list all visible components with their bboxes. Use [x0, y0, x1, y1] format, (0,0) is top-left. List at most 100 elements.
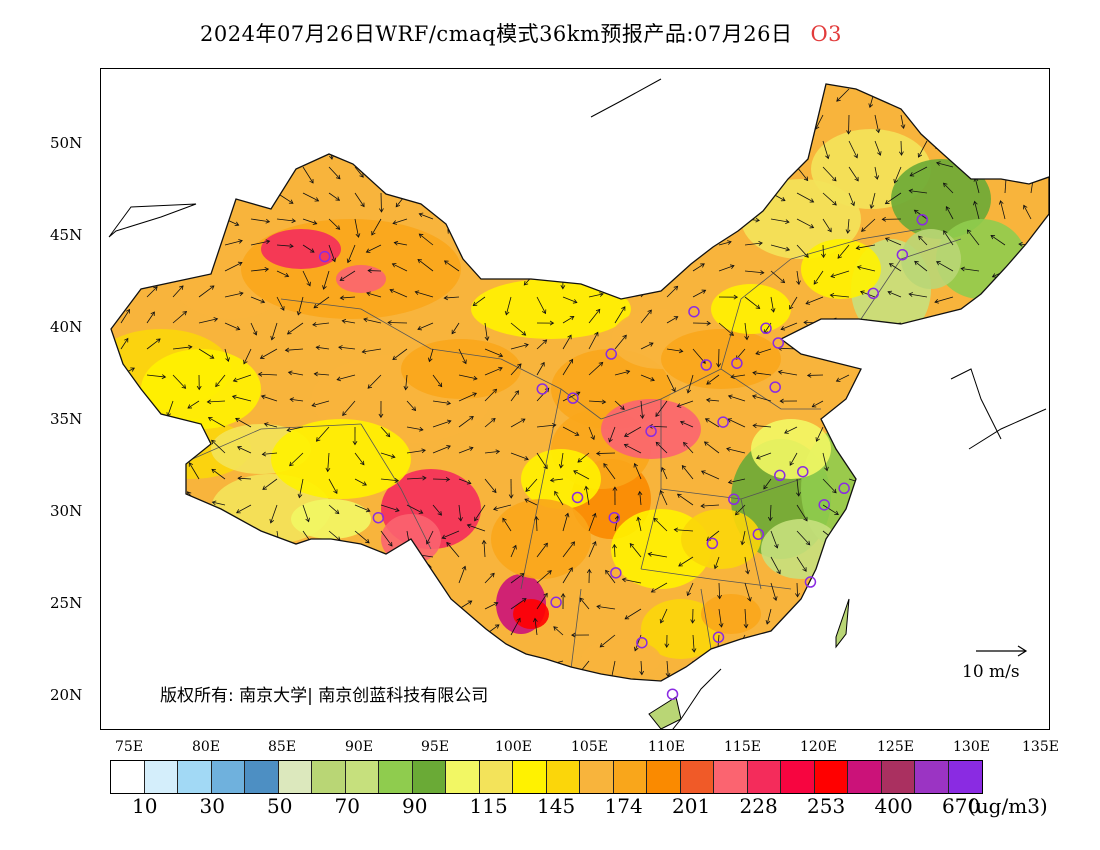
wind-arrowhead-530 — [755, 454, 761, 460]
wind-arrowhead-531 — [789, 461, 794, 466]
wind-arrow-690 — [250, 582, 256, 601]
wind-arrowhead-489 — [623, 432, 629, 437]
wind-arrow-789 — [952, 626, 969, 636]
wind-arrow-854 — [763, 670, 772, 681]
color-bar-label-115: 115 — [469, 794, 508, 818]
wind-arrowhead-412 — [517, 363, 522, 368]
wind-arrow-468 — [1030, 392, 1041, 402]
wind-arrow-732 — [406, 590, 410, 610]
northern-coast — [590, 78, 662, 118]
wind-arrowhead-614 — [144, 511, 150, 517]
wind-arrow-402 — [233, 374, 252, 382]
wind-arrow-471 — [160, 426, 174, 430]
wind-arrow-126 — [562, 155, 570, 168]
station-marker-17 — [818, 499, 830, 511]
wind-arrowhead-844 — [496, 684, 500, 688]
wind-arrowhead-868 — [188, 716, 192, 720]
wind-arrow-709 — [744, 582, 751, 602]
wind-arrow-560 — [603, 463, 616, 480]
wind-arrow-592 — [493, 504, 512, 510]
wind-arrow-868 — [188, 713, 199, 720]
wind-arrow-294 — [250, 296, 265, 303]
wind-arrowhead-309 — [649, 282, 654, 288]
wind-arrowhead-795 — [172, 676, 178, 681]
wind-arrowhead-744 — [718, 623, 724, 628]
wind-arrow-891 — [797, 699, 807, 713]
color-swatch-11 — [446, 761, 480, 793]
indochina-coast — [672, 668, 722, 729]
wind-arrow-563 — [681, 465, 694, 480]
wind-arrowhead-471 — [159, 426, 165, 431]
wind-arrowhead-835 — [264, 672, 270, 677]
wind-arrowhead-787 — [911, 625, 916, 630]
wind-arrowhead-337 — [417, 325, 422, 331]
wind-arrow-209 — [847, 218, 850, 234]
wind-arrow-848 — [615, 687, 618, 702]
wind-arrow-266 — [444, 260, 460, 272]
wind-arrowhead-116 — [309, 178, 314, 184]
wind-arrowhead-352 — [803, 320, 808, 325]
wind-arrowhead-881 — [535, 727, 539, 730]
wind-arrow-853 — [732, 680, 746, 681]
wind-arrowhead-100 — [825, 154, 830, 160]
wind-arrowhead-679 — [883, 558, 889, 564]
wind-arrow-888 — [708, 708, 719, 713]
province-boundary-1 — [280, 298, 502, 360]
wind-arrow-495 — [784, 426, 798, 434]
wind-arrow-83 — [380, 140, 388, 155]
wind-arrowhead-342 — [569, 316, 575, 321]
wind-arrow-163 — [584, 174, 590, 194]
color-swatch-18 — [680, 761, 714, 793]
wind-arrow-56 — [614, 104, 628, 116]
concentration-patch-33 — [601, 399, 701, 459]
wind-arrow-581 — [212, 501, 226, 506]
wind-arrowhead-112 — [180, 159, 186, 165]
wind-arrowhead-857 — [856, 678, 862, 681]
wind-arrow-609 — [950, 504, 954, 519]
wind-arrowhead-847 — [588, 702, 592, 706]
wind-arrowhead-275 — [700, 263, 705, 268]
wind-arrow-492 — [705, 418, 720, 428]
wind-arrowhead-882 — [566, 727, 570, 730]
wind-arrowhead-717 — [958, 566, 964, 572]
wind-arrow-422 — [752, 372, 772, 376]
wind-arrow-827 — [993, 646, 1006, 662]
wind-arrowhead-553 — [445, 477, 451, 482]
wind-arrow-568 — [822, 478, 837, 494]
wind-arrowhead-391 — [888, 359, 894, 365]
wind-arrow-92 — [614, 127, 629, 142]
color-bar-label-253: 253 — [807, 794, 846, 818]
wind-arrowhead-122 — [445, 165, 450, 170]
wind-arrow-1 — [120, 84, 125, 90]
wind-arrowhead-194 — [447, 203, 452, 209]
wind-arrowhead-557 — [525, 487, 530, 492]
wind-arrow-428 — [926, 374, 940, 385]
wind-arrow-823 — [900, 653, 919, 662]
wind-arrow-483 — [484, 418, 496, 428]
wind-arrow-844 — [496, 685, 511, 687]
wind-arrowhead-164 — [602, 179, 608, 184]
wind-arrow-787 — [900, 625, 916, 636]
wind-arrow-249 — [943, 230, 954, 246]
wind-arrow-635 — [674, 529, 694, 532]
wind-arrowhead-259 — [284, 272, 290, 278]
wind-arrowhead-611 — [985, 501, 991, 507]
wind-arrow-102 — [874, 140, 881, 156]
wind-arrowhead-826 — [977, 644, 982, 650]
wind-arrow-27 — [783, 84, 798, 90]
wind-arrowhead-676 — [824, 564, 829, 569]
wind-arrowhead-900 — [1030, 722, 1034, 726]
wind-arrow-108 — [1030, 122, 1034, 142]
color-swatch-17 — [647, 761, 681, 793]
wind-arrowhead-324 — [1039, 305, 1045, 311]
wind-arrowhead-753 — [965, 599, 971, 604]
wind-arrow-864 — [1021, 687, 1031, 699]
wind-arrow-512 — [289, 452, 304, 467]
wind-arrow-94 — [666, 126, 671, 142]
wind-arrow-865 — [121, 713, 128, 729]
wind-arrowhead-460 — [811, 403, 817, 408]
wind-arrow-756 — [1030, 592, 1038, 610]
wind-arrow-88 — [497, 127, 512, 142]
wind-arrowhead-859 — [910, 672, 915, 678]
wind-arrow-884 — [615, 713, 619, 725]
